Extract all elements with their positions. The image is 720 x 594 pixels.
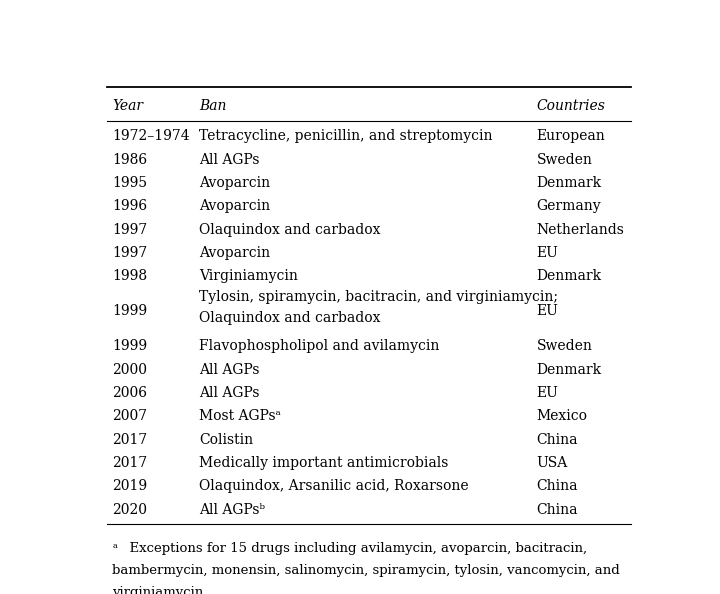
Text: Olaquindox and carbadox: Olaquindox and carbadox <box>199 311 380 326</box>
Text: Mexico: Mexico <box>536 409 588 424</box>
Text: virginiamycin.: virginiamycin. <box>112 586 208 594</box>
Text: EU: EU <box>536 386 558 400</box>
Text: Virginiamycin: Virginiamycin <box>199 270 297 283</box>
Text: 2020: 2020 <box>112 503 148 517</box>
Text: Year: Year <box>112 100 143 113</box>
Text: 2000: 2000 <box>112 363 148 377</box>
Text: Exceptions for 15 drugs including avilamycin, avoparcin, bacitracin,: Exceptions for 15 drugs including avilam… <box>121 542 587 555</box>
Text: Tylosin, spiramycin, bacitracin, and virginiamycin;: Tylosin, spiramycin, bacitracin, and vir… <box>199 290 558 304</box>
Text: 1998: 1998 <box>112 270 148 283</box>
Text: All AGPs: All AGPs <box>199 386 259 400</box>
Text: Medically important antimicrobials: Medically important antimicrobials <box>199 456 448 470</box>
Text: 2017: 2017 <box>112 432 148 447</box>
Text: EU: EU <box>536 246 558 260</box>
Text: Avoparcin: Avoparcin <box>199 176 270 190</box>
Text: China: China <box>536 503 578 517</box>
Text: USA: USA <box>536 456 567 470</box>
Text: European: European <box>536 129 605 144</box>
Text: Avoparcin: Avoparcin <box>199 246 270 260</box>
Text: 1972–1974: 1972–1974 <box>112 129 190 144</box>
Text: 1997: 1997 <box>112 246 148 260</box>
Text: China: China <box>536 432 578 447</box>
Text: 1996: 1996 <box>112 200 148 213</box>
Text: Denmark: Denmark <box>536 363 601 377</box>
Text: Flavophospholipol and avilamycin: Flavophospholipol and avilamycin <box>199 339 439 353</box>
Text: Avoparcin: Avoparcin <box>199 200 270 213</box>
Text: Countries: Countries <box>536 100 606 113</box>
Text: ᵃ: ᵃ <box>112 542 117 555</box>
Text: 1999: 1999 <box>112 339 148 353</box>
Text: Denmark: Denmark <box>536 270 601 283</box>
Text: Netherlands: Netherlands <box>536 223 624 237</box>
Text: 1986: 1986 <box>112 153 148 167</box>
Text: Germany: Germany <box>536 200 601 213</box>
Text: Ban: Ban <box>199 100 226 113</box>
Text: Olaquindox, Arsanilic acid, Roxarsone: Olaquindox, Arsanilic acid, Roxarsone <box>199 479 469 494</box>
Text: Olaquindox and carbadox: Olaquindox and carbadox <box>199 223 380 237</box>
Text: Sweden: Sweden <box>536 153 593 167</box>
Text: bambermycin, monensin, salinomycin, spiramycin, tylosin, vancomycin, and: bambermycin, monensin, salinomycin, spir… <box>112 564 620 577</box>
Text: All AGPs: All AGPs <box>199 153 259 167</box>
Text: 2006: 2006 <box>112 386 148 400</box>
Text: Most AGPsᵃ: Most AGPsᵃ <box>199 409 281 424</box>
Text: 1999: 1999 <box>112 304 148 318</box>
Text: Sweden: Sweden <box>536 339 593 353</box>
Text: EU: EU <box>536 304 558 318</box>
Text: 2019: 2019 <box>112 479 148 494</box>
Text: China: China <box>536 479 578 494</box>
Text: 1995: 1995 <box>112 176 148 190</box>
Text: Denmark: Denmark <box>536 176 601 190</box>
Text: All AGPs: All AGPs <box>199 363 259 377</box>
Text: Tetracycline, penicillin, and streptomycin: Tetracycline, penicillin, and streptomyc… <box>199 129 492 144</box>
Text: Colistin: Colistin <box>199 432 253 447</box>
Text: 2007: 2007 <box>112 409 148 424</box>
Text: 1997: 1997 <box>112 223 148 237</box>
Text: All AGPsᵇ: All AGPsᵇ <box>199 503 265 517</box>
Text: 2017: 2017 <box>112 456 148 470</box>
